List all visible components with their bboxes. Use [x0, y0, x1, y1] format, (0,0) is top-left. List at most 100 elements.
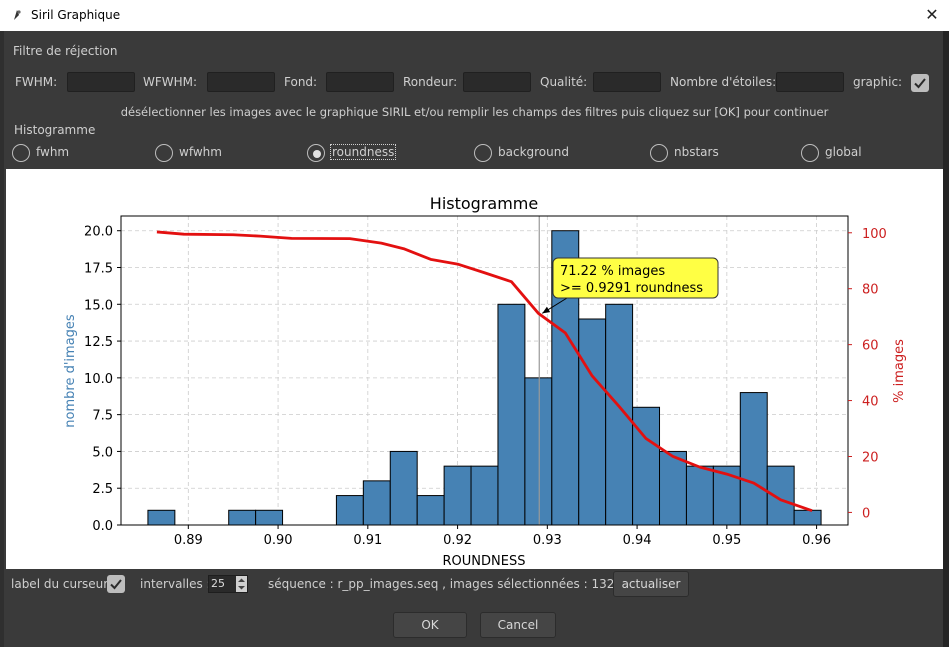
wfwhm-input[interactable]: [207, 72, 275, 92]
rondeur-label: Rondeur:: [403, 75, 458, 89]
graphic-label: graphic:: [853, 75, 903, 89]
y2-tick-label: 60: [862, 339, 879, 354]
annotation-line1: 71.22 % images: [560, 264, 665, 279]
x-tick-label: 0.96: [802, 533, 831, 548]
histogram-bar-8: [470, 465, 499, 526]
bars-layer: [147, 230, 822, 526]
filter-section-label: Filtre de réjection: [13, 44, 118, 58]
histogram-bar-6: [416, 495, 445, 526]
x-tick-label: 0.91: [353, 533, 382, 548]
siril-app-icon: [14, 10, 21, 20]
checkmark-icon: [914, 78, 926, 89]
histogram-bar-7: [443, 465, 472, 526]
graphic-checkbox[interactable]: [911, 74, 929, 92]
annotation-box: [552, 257, 719, 299]
right-edge: [943, 31, 949, 647]
y2-tick-label: 40: [862, 395, 879, 410]
grid-layer: [121, 216, 848, 526]
y2-axis-label: % images: [892, 339, 907, 403]
histogram-bar-12: [578, 318, 607, 526]
y-tick-label: 17.5: [84, 262, 113, 277]
histogram-chart[interactable]: 0.89 0.90 0.91 0.92 0.93 0.94 0.95 0.96 0.0 2.5 5…: [6, 169, 943, 569]
x-ticks: 0.89 0.90 0.91 0.92 0.93 0.94 0.95 0.96: [174, 525, 831, 548]
histogram-bar-13: [605, 303, 634, 526]
radio-circle: [12, 144, 30, 162]
ok-button[interactable]: OK: [393, 612, 467, 638]
x-tick-label: 0.89: [174, 533, 203, 548]
annotation-line2: >= 0.9291 roundness: [560, 281, 703, 296]
histogram-bar-16: [685, 465, 714, 526]
y-tick-label: 5.0: [92, 445, 113, 460]
y-tick-label: 15.0: [84, 298, 113, 313]
close-icon[interactable]: ✕: [925, 5, 939, 24]
histogram-bar-4: [362, 480, 391, 526]
cursor-label-checkbox[interactable]: [107, 575, 125, 593]
sequence-info: séquence : r_pp_images.seq , images séle…: [268, 577, 649, 591]
annotation-arrowhead: [542, 306, 551, 314]
plot-frame: [120, 215, 849, 526]
wfwhm-label: WFWHM:: [143, 75, 198, 89]
fwhm-label: FWHM:: [15, 75, 58, 89]
checkmark-icon: [110, 579, 122, 590]
rondeur-input[interactable]: [463, 72, 531, 92]
x-tick-label: 0.93: [533, 533, 562, 548]
window-titlebar: Siril Graphique ✕: [0, 0, 949, 31]
x-axis-label: ROUNDNESS: [443, 554, 526, 569]
y2-tick-label: 80: [862, 283, 879, 298]
window-title: Siril Graphique: [31, 8, 121, 22]
y-tick-label: 10.0: [84, 372, 113, 387]
radio-roundness-label: roundness: [329, 144, 397, 160]
y2-tick-label: 0: [862, 506, 870, 521]
y-ticks: 0.0 2.5 5.0 7.5 10.0 12.5 15.0 17.5 20.0: [84, 225, 121, 534]
y-tick-label: 0.0: [92, 519, 113, 534]
histogram-bar-15: [659, 450, 687, 526]
histogram-bar-9: [497, 303, 526, 526]
cancel-button[interactable]: Cancel: [480, 612, 556, 638]
y2-tick-label: 100: [862, 227, 887, 242]
x-tick-label: 0.94: [623, 533, 652, 548]
radio-background-label: background: [498, 145, 569, 159]
filter-hint: désélectionner les images avec le graphi…: [120, 105, 829, 119]
radio-circle: [307, 144, 325, 162]
intervals-label: intervalles :: [140, 577, 211, 591]
histogram-bar-1: [228, 509, 257, 526]
y-tick-label: 7.5: [92, 409, 113, 424]
radio-circle: [474, 144, 492, 162]
histogram-bar-2: [255, 509, 284, 526]
histogram-plot[interactable]: 0.89 0.90 0.91 0.92 0.93 0.94 0.95 0.96 0.0 2.5 5…: [6, 169, 943, 569]
y2-tick-label: 20: [862, 450, 879, 465]
histogram-bar-0: [147, 509, 176, 526]
y-tick-label: 12.5: [84, 335, 113, 350]
histogram-bar-3: [335, 495, 364, 526]
histogram-bar-18: [739, 392, 768, 526]
radio-circle: [801, 144, 819, 162]
chart-title: Histogramme: [430, 194, 538, 213]
fond-input[interactable]: [326, 72, 394, 92]
radio-selected-dot: [313, 150, 321, 158]
radio-circle: [155, 144, 173, 162]
x-tick-label: 0.90: [264, 533, 293, 548]
cursor-label-text: label du curseur: [11, 577, 109, 591]
spinner-arrows-icon[interactable]: [236, 576, 247, 592]
nombre-etoiles-input[interactable]: [776, 72, 844, 92]
left-edge: [0, 31, 4, 647]
qualite-input[interactable]: [593, 72, 661, 92]
percent-curve: [156, 230, 813, 513]
histogram-bar-5: [389, 450, 418, 526]
radio-wfwhm-label: wfwhm: [179, 145, 222, 159]
refresh-button[interactable]: actualiser: [613, 571, 689, 597]
histogram-bar-14: [632, 406, 661, 526]
intervals-value[interactable]: 25: [211, 577, 225, 590]
y2-ticks: 0 20 40 60 80 100: [848, 227, 887, 521]
radio-fwhm-label: fwhm: [36, 145, 70, 159]
y-tick-label: 2.5: [92, 482, 113, 497]
histogram-section-label: Histogramme: [14, 123, 96, 137]
intervals-spinner[interactable]: 25: [208, 575, 248, 593]
fwhm-input[interactable]: [67, 72, 135, 92]
nombre-etoiles-label: Nombre d'étoiles:: [670, 75, 777, 89]
radio-nbstars-label: nbstars: [674, 145, 719, 159]
y-tick-label: 20.0: [84, 225, 113, 240]
fond-label: Fond:: [284, 75, 318, 89]
x-tick-label: 0.95: [712, 533, 741, 548]
radio-global-label: global: [825, 145, 862, 159]
